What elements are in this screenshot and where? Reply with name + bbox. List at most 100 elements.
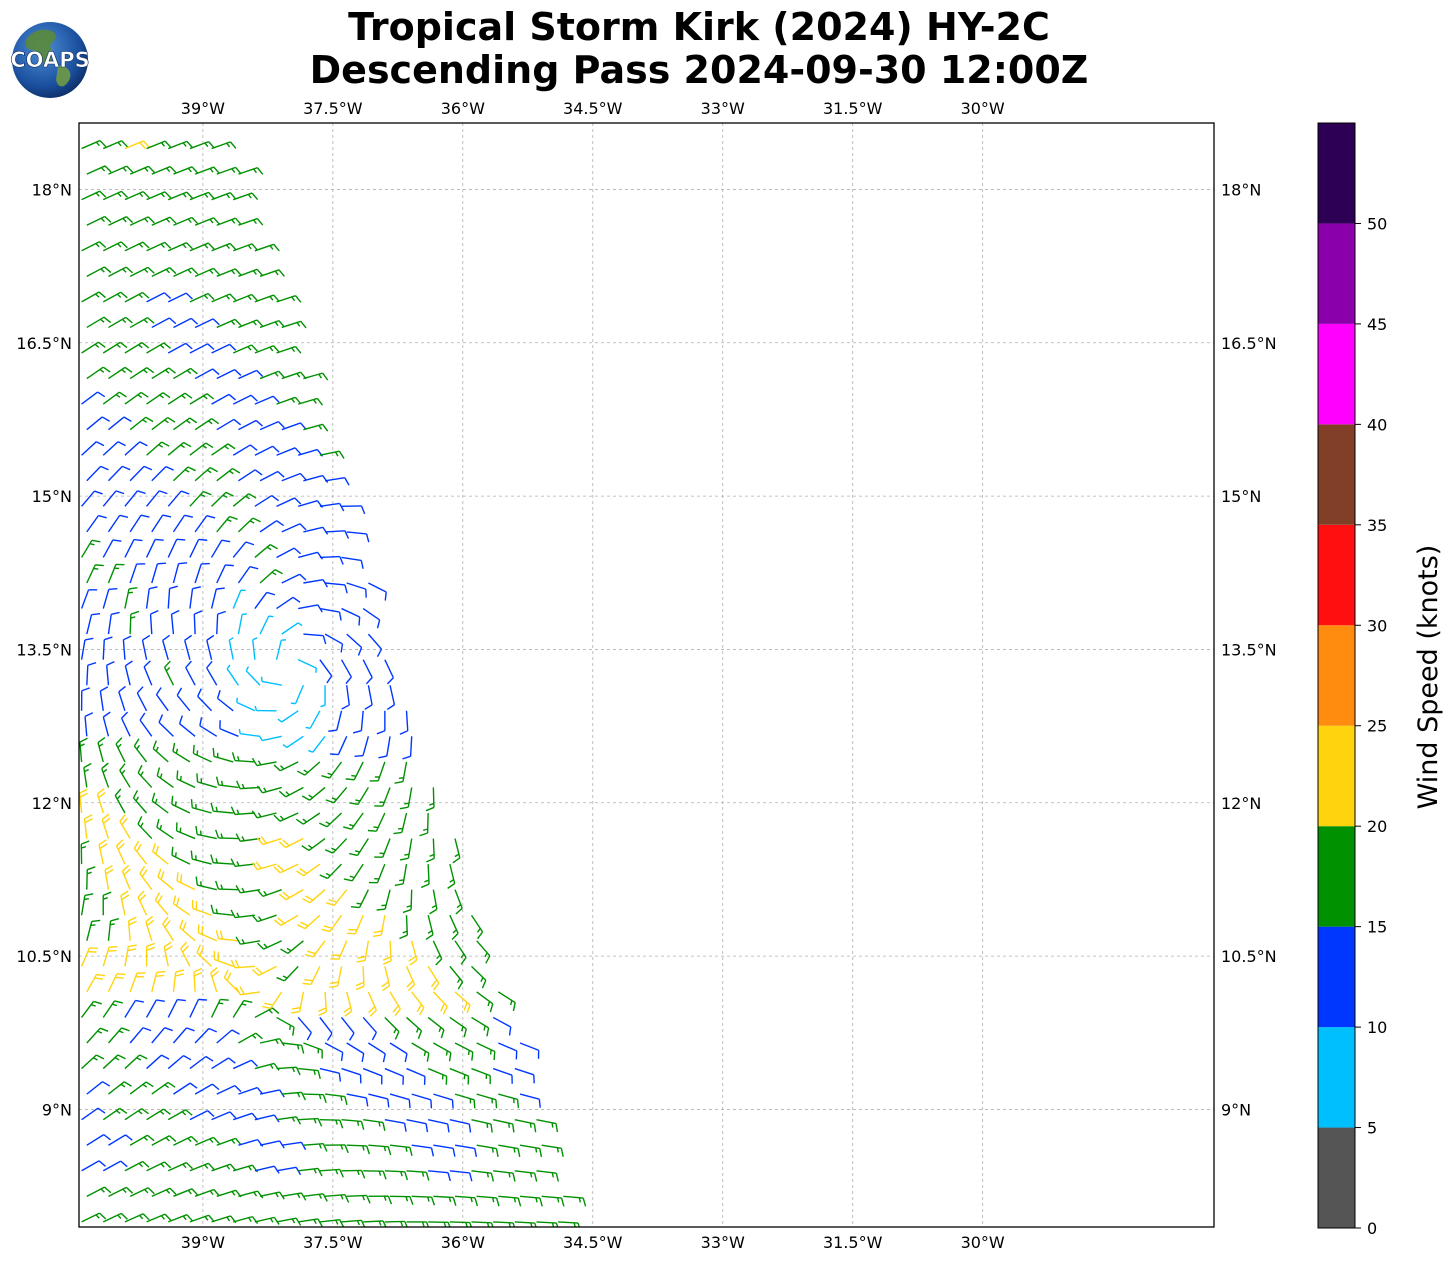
barb-feather xyxy=(98,291,107,299)
barb-feather xyxy=(164,1161,172,1169)
barb-feather xyxy=(79,788,88,794)
wind-barb xyxy=(341,556,364,569)
barb-feather xyxy=(376,908,386,911)
barb-shaft xyxy=(303,1093,324,1096)
barb-half-feather xyxy=(318,1194,322,1199)
barb-half-feather xyxy=(269,296,274,301)
wind-barb xyxy=(102,946,118,967)
barb-feather xyxy=(102,1081,111,1087)
barb-half-feather xyxy=(318,424,323,430)
wind-barb xyxy=(194,514,216,533)
barb-feather xyxy=(102,366,111,373)
wind-barb xyxy=(354,736,370,758)
wind-barb xyxy=(81,490,103,507)
barb-half-feather xyxy=(186,369,192,375)
barb-half-feather xyxy=(291,347,296,353)
barb-feather xyxy=(256,785,264,794)
barb-feather xyxy=(120,190,128,198)
wind-barb xyxy=(497,991,516,1012)
wind-barb xyxy=(235,936,261,945)
barb-shaft xyxy=(298,551,318,559)
barb-shaft xyxy=(216,614,219,635)
barb-shaft xyxy=(80,589,90,609)
wind-barb xyxy=(173,1082,198,1095)
barb-feather xyxy=(121,1027,130,1032)
barb-feather xyxy=(294,447,302,455)
barb-shaft xyxy=(118,691,126,711)
wind-barb xyxy=(254,543,278,558)
wind-barb xyxy=(122,635,132,660)
barb-feather xyxy=(381,981,390,988)
wind-barb xyxy=(194,466,219,482)
wind-barb xyxy=(81,441,105,456)
barb-shaft xyxy=(141,639,148,660)
barb-half-feather xyxy=(143,1136,149,1141)
wind-barb xyxy=(124,342,150,354)
barb-shaft xyxy=(232,541,247,558)
wind-barb xyxy=(172,895,191,916)
wind-barb xyxy=(167,1161,193,1172)
barb-feather xyxy=(99,190,107,198)
wind-barb xyxy=(393,812,408,835)
barb-feather xyxy=(164,660,171,668)
barb-shaft xyxy=(514,1067,535,1076)
barb-feather xyxy=(322,1193,328,1202)
barb-feather xyxy=(229,293,237,301)
barb-shaft xyxy=(81,1160,100,1172)
wind-barb xyxy=(340,659,352,685)
barb-feather xyxy=(274,569,283,575)
wind-barb xyxy=(254,294,280,303)
barb-half-feather xyxy=(405,1196,409,1202)
barb-feather xyxy=(195,876,198,886)
barb-feather xyxy=(339,556,344,565)
wind-barb xyxy=(145,999,165,1018)
barb-feather xyxy=(538,1099,541,1108)
barb-half-feather xyxy=(257,812,262,818)
barb-feather xyxy=(466,1004,471,1014)
wind-barb xyxy=(151,1187,177,1197)
wind-barb xyxy=(210,539,231,558)
colorbar-segment xyxy=(1318,223,1355,324)
barb-shaft xyxy=(367,685,373,706)
wind-barb xyxy=(216,564,234,584)
barb-feather xyxy=(463,1002,468,1011)
wind-barb xyxy=(129,317,155,329)
barb-feather xyxy=(121,711,129,719)
barb-feather xyxy=(206,514,216,519)
barb-feather xyxy=(273,345,280,353)
barb-shaft xyxy=(199,725,218,737)
barb-half-feather xyxy=(208,420,213,425)
wind-barb xyxy=(228,637,234,660)
wind-barb xyxy=(498,1144,521,1158)
wind-barb xyxy=(321,761,343,779)
barb-half-feather xyxy=(251,1034,257,1039)
barb-feather xyxy=(262,1005,271,1010)
barb-feather xyxy=(386,704,395,711)
barb-feather xyxy=(382,1220,387,1227)
barb-feather xyxy=(302,982,312,985)
barb-shaft xyxy=(259,420,279,431)
x-tick-label-bottom: 31.5°W xyxy=(823,1233,883,1252)
barb-feather xyxy=(511,1123,515,1133)
wind-barb xyxy=(454,889,463,915)
barb-feather xyxy=(128,944,137,948)
barb-feather xyxy=(340,1052,344,1062)
wind-barb xyxy=(83,762,92,788)
barb-feather xyxy=(304,979,313,982)
wind-barb xyxy=(368,1144,392,1156)
wind-barb xyxy=(419,812,429,837)
wind-barb xyxy=(254,705,277,712)
barb-feather xyxy=(110,918,119,922)
barb-shaft xyxy=(167,292,187,303)
barb-shaft xyxy=(362,1067,383,1077)
barb-feather xyxy=(292,1027,295,1036)
barb-half-feather xyxy=(236,861,240,867)
barb-feather xyxy=(114,788,122,796)
wind-barb xyxy=(210,998,229,1018)
barb-half-feather xyxy=(252,637,258,641)
barb-feather xyxy=(239,986,245,995)
wind-barb xyxy=(471,1067,491,1085)
wind-barb xyxy=(232,394,258,405)
wind-barb xyxy=(107,465,131,482)
colorbar-segment xyxy=(1318,725,1355,827)
